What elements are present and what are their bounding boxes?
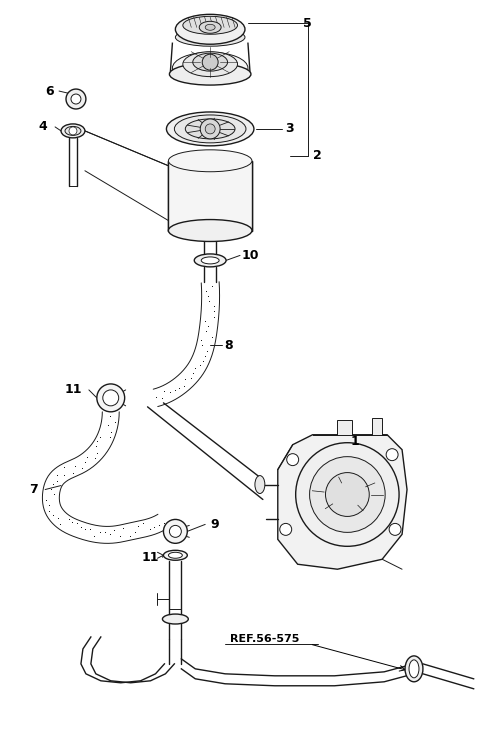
- Polygon shape: [278, 435, 407, 569]
- Circle shape: [103, 390, 119, 406]
- Ellipse shape: [65, 126, 81, 135]
- Ellipse shape: [175, 15, 245, 44]
- Text: 11: 11: [64, 383, 82, 396]
- Circle shape: [205, 124, 215, 134]
- Circle shape: [169, 526, 181, 537]
- Circle shape: [280, 523, 292, 535]
- Polygon shape: [312, 418, 387, 435]
- Ellipse shape: [183, 16, 238, 34]
- Circle shape: [71, 94, 81, 104]
- Ellipse shape: [183, 52, 238, 77]
- Ellipse shape: [201, 257, 219, 264]
- Ellipse shape: [168, 150, 252, 172]
- Circle shape: [200, 119, 220, 139]
- Ellipse shape: [169, 63, 251, 85]
- Ellipse shape: [167, 112, 254, 146]
- Text: 11: 11: [142, 550, 159, 564]
- Polygon shape: [168, 161, 252, 230]
- Text: 9: 9: [211, 518, 219, 531]
- Ellipse shape: [168, 553, 182, 558]
- Circle shape: [296, 443, 399, 546]
- Text: 4: 4: [39, 121, 48, 134]
- Circle shape: [389, 523, 401, 535]
- Text: REF.56-575: REF.56-575: [230, 634, 300, 644]
- Circle shape: [202, 54, 218, 70]
- Ellipse shape: [193, 53, 228, 71]
- Circle shape: [164, 520, 187, 543]
- Text: 5: 5: [303, 17, 312, 30]
- Ellipse shape: [255, 476, 265, 493]
- Ellipse shape: [162, 614, 188, 624]
- Circle shape: [310, 457, 385, 532]
- Circle shape: [66, 89, 86, 109]
- Ellipse shape: [205, 24, 215, 30]
- Text: 6: 6: [45, 85, 53, 97]
- Text: 1: 1: [351, 435, 360, 448]
- Ellipse shape: [172, 52, 248, 84]
- Circle shape: [97, 384, 125, 412]
- Text: 3: 3: [286, 122, 294, 135]
- Circle shape: [69, 127, 77, 135]
- Ellipse shape: [409, 660, 419, 678]
- Circle shape: [386, 449, 398, 461]
- Ellipse shape: [164, 550, 187, 560]
- Circle shape: [325, 473, 369, 516]
- Ellipse shape: [168, 219, 252, 241]
- Text: 7: 7: [29, 483, 37, 496]
- Ellipse shape: [405, 656, 423, 682]
- Text: 2: 2: [313, 149, 322, 162]
- Text: 8: 8: [224, 338, 232, 352]
- Ellipse shape: [199, 21, 221, 34]
- Text: 10: 10: [241, 249, 259, 262]
- Ellipse shape: [61, 124, 85, 138]
- Ellipse shape: [194, 254, 226, 267]
- Ellipse shape: [185, 119, 235, 139]
- Circle shape: [287, 454, 299, 466]
- Ellipse shape: [175, 29, 245, 46]
- Ellipse shape: [174, 115, 246, 143]
